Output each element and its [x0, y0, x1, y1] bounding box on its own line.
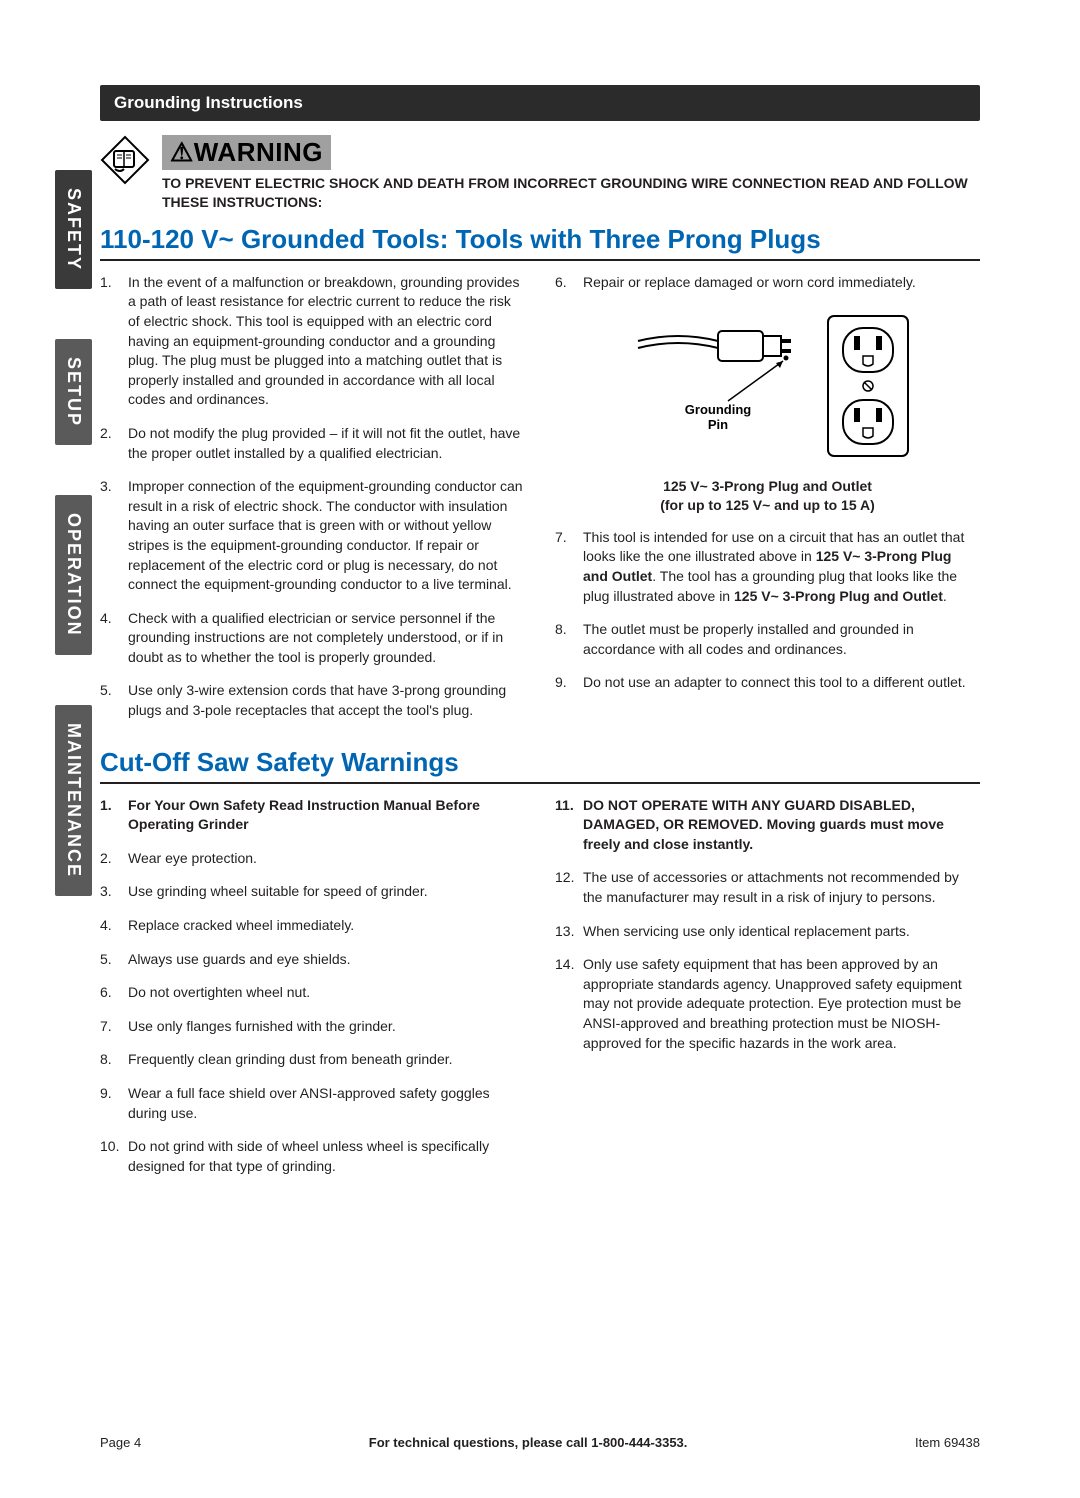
- list-item: For Your Own Safety Read Instruction Man…: [100, 796, 525, 835]
- list-item: In the event of a malfunction or breakdo…: [100, 273, 525, 410]
- list-item: The outlet must be properly installed an…: [555, 620, 980, 659]
- list-item: Wear a full face shield over ANSI-approv…: [100, 1084, 525, 1123]
- list-item: This tool is intended for use on a circu…: [555, 528, 980, 606]
- list-item: Improper connection of the equipment-gro…: [100, 477, 525, 595]
- tab-maintenance: MAINTENANCE: [55, 705, 92, 896]
- list-item: Only use safety equipment that has been …: [555, 955, 980, 1053]
- footer-phone: For technical questions, please call 1-8…: [369, 1435, 688, 1450]
- list-item: Frequently clean grinding dust from bene…: [100, 1050, 525, 1070]
- grounding-list-left: In the event of a malfunction or breakdo…: [100, 273, 525, 721]
- list-item: Replace cracked wheel immediately.: [100, 916, 525, 936]
- list-item: Use only flanges furnished with the grin…: [100, 1017, 525, 1037]
- list-item: Do not use an adapter to connect this to…: [555, 673, 980, 693]
- page-number: Page 4: [100, 1435, 141, 1450]
- tab-safety: SAFETY: [55, 170, 92, 289]
- section-grounded-tools-title: 110-120 V~ Grounded Tools: Tools with Th…: [100, 224, 980, 261]
- list-item: Always use guards and eye shields.: [100, 950, 525, 970]
- list-item: Repair or replace damaged or worn cord i…: [555, 273, 980, 293]
- warning-label: ⚠WARNING: [162, 135, 331, 170]
- list-item: Check with a qualified electrician or se…: [100, 609, 525, 668]
- grounding-columns: In the event of a malfunction or breakdo…: [100, 273, 980, 735]
- page-footer: Page 4 For technical questions, please c…: [100, 1435, 980, 1450]
- list-item: Use only 3-wire extension cords that hav…: [100, 681, 525, 720]
- cutoff-list-left: For Your Own Safety Read Instruction Man…: [100, 796, 525, 1177]
- warning-text: TO PREVENT ELECTRIC SHOCK AND DEATH FROM…: [162, 174, 980, 212]
- grounding-pin-label: Grounding: [684, 402, 750, 417]
- grounding-list-right-cont: This tool is intended for use on a circu…: [555, 528, 980, 693]
- section-cutoff-title: Cut-Off Saw Safety Warnings: [100, 747, 980, 784]
- svg-text:Pin: Pin: [707, 417, 727, 432]
- manual-icon: [100, 135, 150, 185]
- diagram-caption: 125 V~ 3-Prong Plug and Outlet (for up t…: [555, 477, 980, 513]
- list-item: Wear eye protection.: [100, 849, 525, 869]
- item-number: Item 69438: [915, 1435, 980, 1450]
- list-item: Do not overtighten wheel nut.: [100, 983, 525, 1003]
- plug-diagram: Grounding Pin: [555, 306, 980, 513]
- warning-block: ⚠WARNING TO PREVENT ELECTRIC SHOCK AND D…: [100, 135, 980, 212]
- side-tabs: SAFETY SETUP OPERATION MAINTENANCE: [55, 170, 95, 946]
- cutoff-columns: For Your Own Safety Read Instruction Man…: [100, 796, 980, 1191]
- list-item: Use grinding wheel suitable for speed of…: [100, 882, 525, 902]
- tab-operation: OPERATION: [55, 495, 92, 655]
- list-item: DO NOT OPERATE WITH ANY GUARD DISABLED, …: [555, 796, 980, 855]
- cutoff-list-right: DO NOT OPERATE WITH ANY GUARD DISABLED, …: [555, 796, 980, 1054]
- list-item: The use of accessories or attachments no…: [555, 868, 980, 907]
- page-content: Grounding Instructions ⚠WARNING TO PREVE…: [100, 85, 980, 1190]
- tab-setup: SETUP: [55, 339, 92, 445]
- grounding-list-right: Repair or replace damaged or worn cord i…: [555, 273, 980, 293]
- list-item: Do not modify the plug provided – if it …: [100, 424, 525, 463]
- list-item: Do not grind with side of wheel unless w…: [100, 1137, 525, 1176]
- grounding-header: Grounding Instructions: [100, 85, 980, 121]
- list-item: When servicing use only identical replac…: [555, 922, 980, 942]
